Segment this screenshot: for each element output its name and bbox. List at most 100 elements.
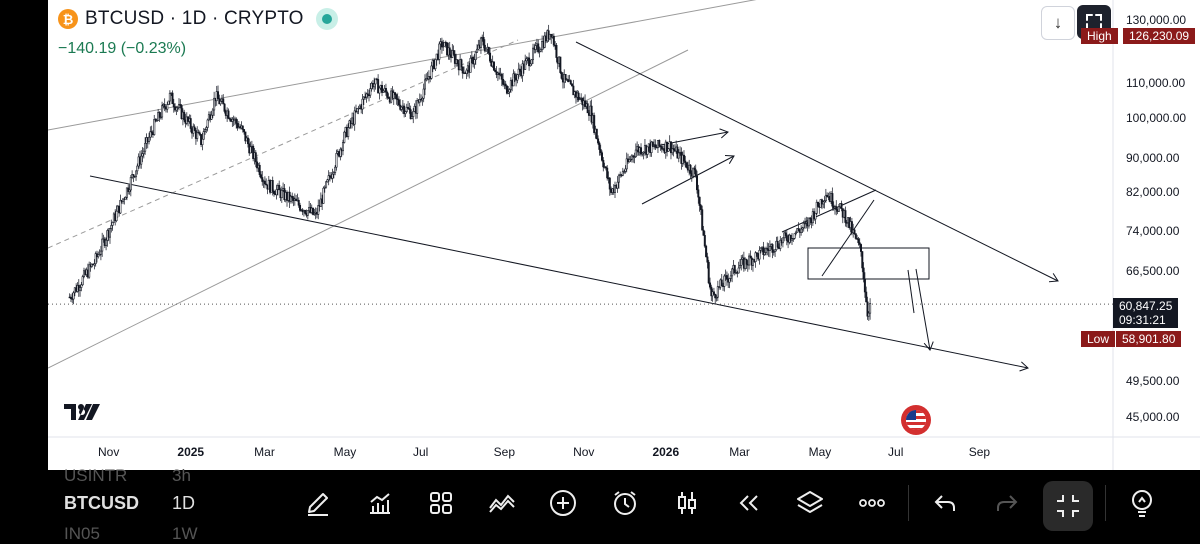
time-tick-label: 2026 [652, 445, 680, 459]
market-status-icon[interactable] [315, 8, 338, 30]
candle-body [304, 210, 307, 214]
candle-body [814, 213, 817, 220]
replay-button[interactable] [734, 488, 764, 518]
candle-body [405, 106, 408, 112]
candle-body [153, 119, 156, 135]
bottom-toolbar [0, 470, 1200, 540]
redo-button[interactable] [992, 488, 1022, 518]
candle-body [748, 255, 751, 266]
candles [68, 24, 872, 321]
candle-body [740, 259, 743, 266]
candle-body [327, 175, 330, 181]
candle-body [395, 94, 398, 100]
candle-body [440, 41, 443, 48]
candle-body [136, 165, 139, 172]
channel-lower-line [48, 49, 689, 369]
more-button[interactable] [857, 488, 887, 518]
candle-body [144, 142, 147, 152]
candle-body [706, 256, 709, 263]
symbol-header[interactable]: ₿ BTCUSD · 1D · CRYPTO [58, 8, 338, 30]
candle-body [328, 175, 331, 178]
candle-body [418, 99, 421, 103]
layout-button[interactable] [426, 488, 456, 518]
candles-button[interactable] [672, 488, 702, 518]
candle-body [794, 231, 797, 234]
chart-canvas[interactable] [48, 0, 1200, 470]
candle-body [651, 141, 654, 146]
candle-body [108, 228, 111, 238]
candle-body [179, 104, 182, 106]
candle-body [407, 106, 410, 109]
candle-body [702, 229, 705, 236]
candle-body [430, 65, 433, 79]
candle-body [858, 242, 861, 245]
candle-body [452, 50, 455, 55]
candle-body [532, 47, 535, 61]
high-value-tag: 126,230.09 [1123, 28, 1196, 44]
candle-body [621, 171, 624, 176]
candle-body [201, 138, 204, 146]
undo-button[interactable] [930, 488, 960, 518]
candle-body [312, 207, 315, 215]
candle-body [299, 204, 302, 211]
arrow-down-icon: ↓ [1053, 13, 1063, 32]
candle-body [693, 167, 696, 171]
candle-body [387, 97, 390, 99]
candle-body [198, 132, 201, 135]
candle-body [205, 127, 208, 130]
price-tick-label: 90,000.00 [1126, 150, 1180, 165]
candle-body [88, 264, 91, 278]
price-tick-label: 66,500.00 [1126, 263, 1180, 278]
interval-selector[interactable]: 1D [172, 493, 196, 513]
candle-body [353, 110, 356, 125]
candle-body [802, 222, 805, 229]
indicators-button[interactable] [365, 488, 395, 518]
candle-body [403, 105, 406, 115]
candle-body [498, 72, 501, 75]
candle-body [590, 105, 593, 123]
candle-body [384, 88, 387, 93]
candle-body [731, 268, 734, 277]
time-tick-label: May [333, 445, 357, 459]
layers-button[interactable] [795, 488, 825, 518]
candle-body [119, 199, 122, 214]
price-tick-label: 130,000.00 [1126, 13, 1187, 27]
candle-body [476, 48, 479, 53]
candle-body [213, 97, 216, 111]
candle-body [98, 254, 101, 256]
candle-body [844, 210, 847, 223]
candle-body [826, 194, 829, 198]
candle-body [755, 252, 758, 255]
add-button[interactable] [548, 488, 578, 518]
candle-body [386, 91, 389, 98]
candle-body [516, 74, 519, 81]
candle-body [236, 123, 239, 129]
time-tick-label: Jul [888, 445, 904, 459]
candle-body [348, 120, 351, 128]
candle-body [807, 217, 810, 227]
candle-body [416, 100, 419, 114]
symbol-title[interactable]: BTCUSD · 1D · CRYPTO [85, 8, 304, 29]
us-flag-event-icon[interactable] [901, 405, 931, 435]
candle-body [461, 66, 464, 74]
candle-body [263, 180, 266, 185]
chart-panel[interactable]: ₿ BTCUSD · 1D · CRYPTO −140.19 (−0.23%) … [48, 0, 1200, 470]
candle-body [171, 92, 174, 105]
compare-button[interactable] [487, 488, 517, 518]
candle-body [629, 158, 632, 161]
candle-body [362, 96, 365, 100]
candle-body [707, 261, 710, 284]
time-tick-label: Nov [573, 445, 595, 459]
alert-button[interactable] [610, 488, 640, 518]
candle-body [837, 206, 840, 212]
candle-body [202, 131, 205, 140]
collapse-button[interactable] [1043, 481, 1093, 531]
download-button[interactable]: ↓ [1041, 6, 1075, 40]
candle-body [176, 107, 179, 109]
symbol-selector[interactable]: BTCUSD [64, 493, 139, 513]
idea-button[interactable] [1127, 488, 1157, 518]
redo-icon [997, 495, 1018, 511]
candle-body [122, 198, 125, 203]
draw-button[interactable] [303, 488, 333, 518]
candle-body [555, 45, 558, 58]
